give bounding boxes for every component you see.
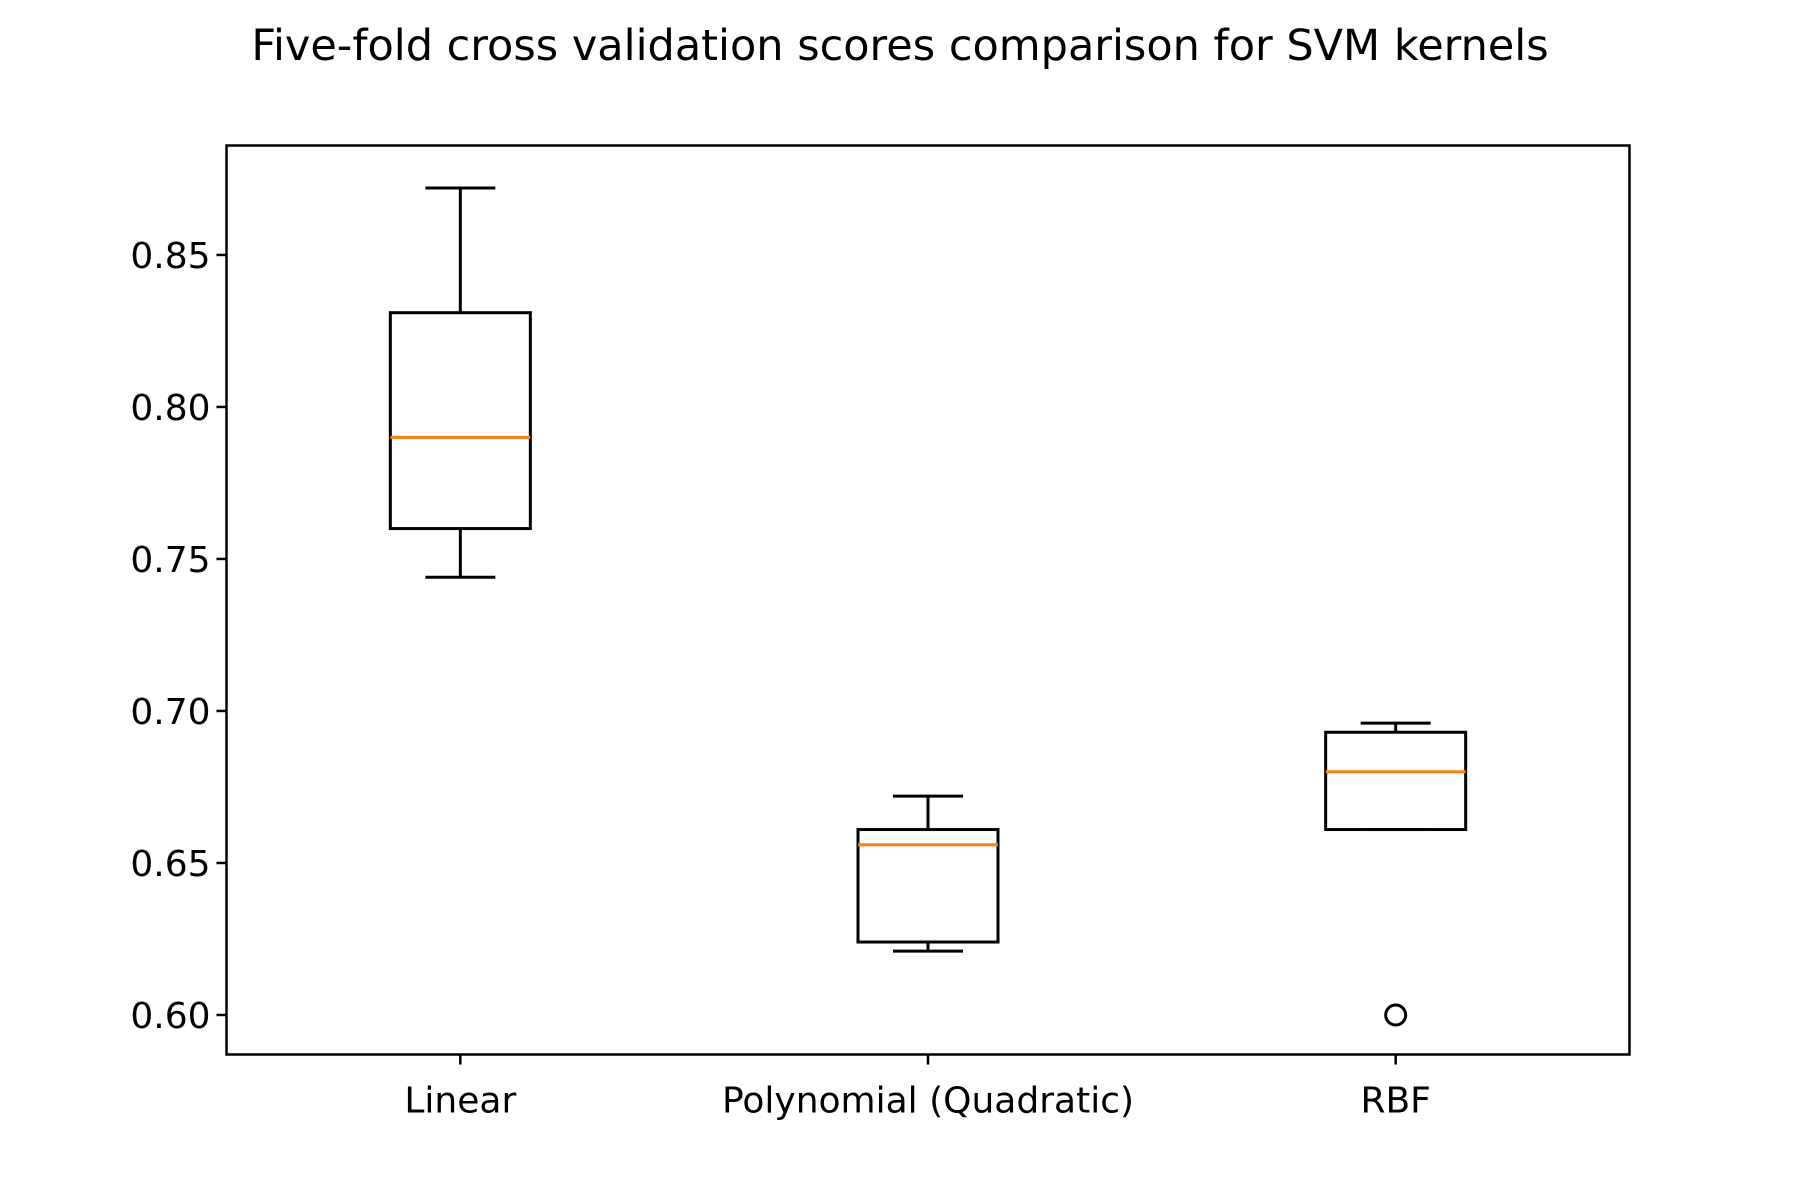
y-tick-label: 0.70 (130, 692, 210, 733)
y-tick-label: 0.85 (130, 236, 210, 277)
y-tick-label: 0.65 (130, 844, 210, 885)
chart-title: Five-fold cross validation scores compar… (251, 21, 1548, 71)
x-tick-label: RBF (1360, 1081, 1430, 1122)
box (388, 311, 532, 531)
axes-frame (225, 144, 1631, 1056)
y-tick-label: 0.80 (130, 388, 210, 429)
plot-area: 0.60 0.65 0.70 0.75 0.80 0.85 Linear Polynomial… (130, 186, 1468, 1122)
x-tick-label: Polynomial (Quadratic) (722, 1081, 1134, 1122)
x-tick-label: Linear (404, 1081, 516, 1122)
y-tick-label: 0.75 (130, 540, 210, 581)
box (856, 828, 1000, 944)
y-tick-label: 0.60 (130, 996, 210, 1037)
box (1324, 730, 1468, 832)
outlier-point (1384, 1003, 1408, 1027)
